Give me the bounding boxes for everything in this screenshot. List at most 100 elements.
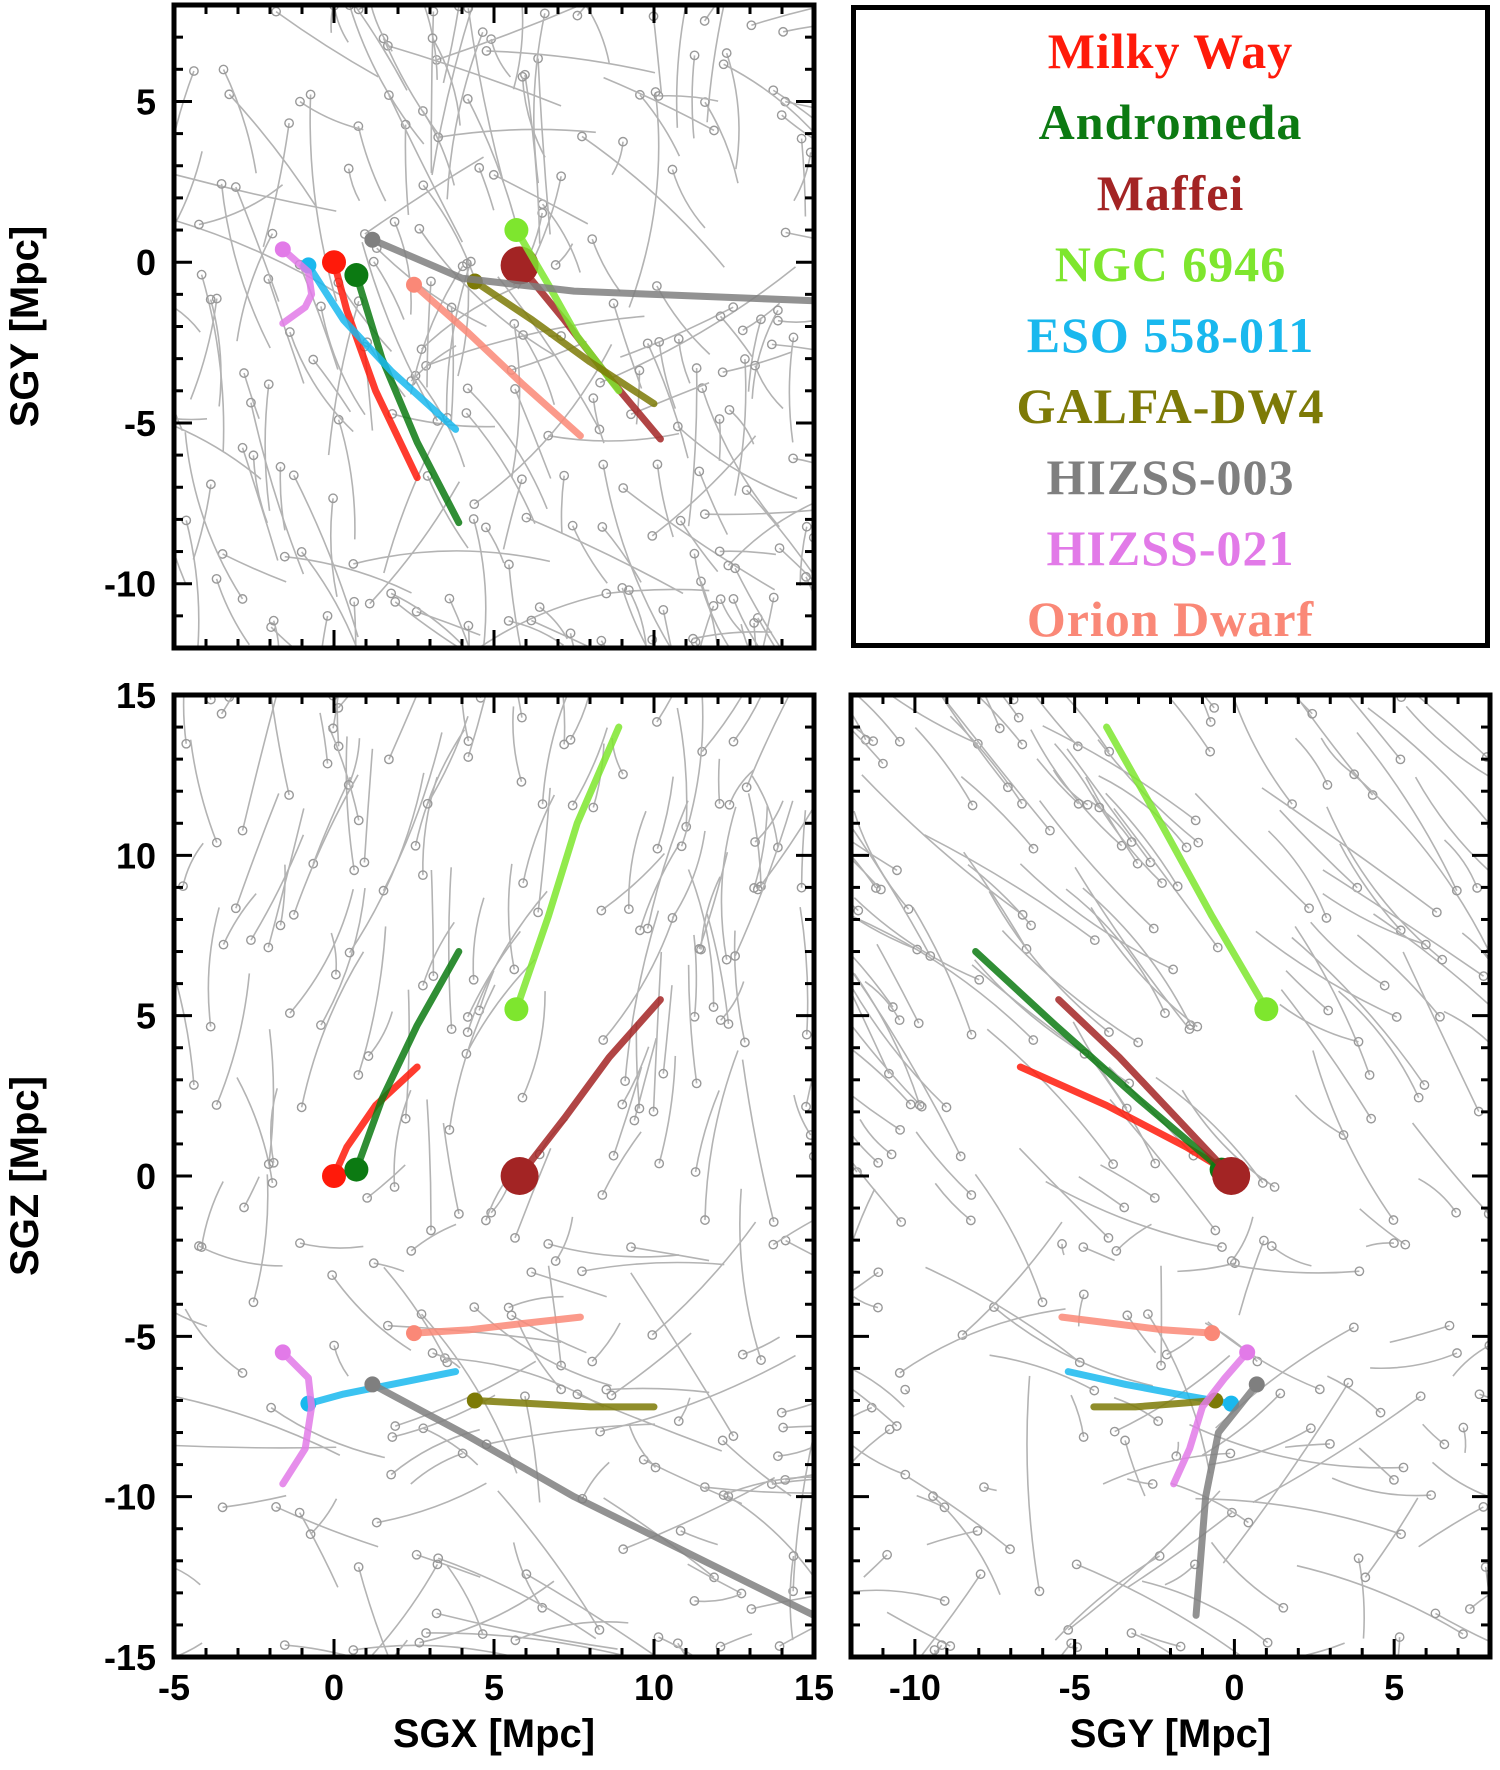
background-orbit	[720, 316, 751, 356]
background-orbit	[432, 0, 481, 175]
background-orbit	[432, 592, 481, 697]
background-galaxy-marker	[462, 409, 470, 417]
background-orbit	[449, 867, 452, 1029]
background-orbit	[443, 6, 458, 83]
background-orbit	[1280, 810, 1357, 888]
background-galaxy-marker	[1367, 1114, 1375, 1122]
y-tick-label: 0	[136, 242, 156, 283]
background-orbit	[577, 0, 721, 16]
marker-orion-dwarf	[406, 1325, 422, 1341]
background-orbit	[688, 606, 713, 749]
background-orbit	[512, 324, 520, 478]
background-galaxy-marker	[825, 1636, 833, 1644]
background-orbit	[486, 51, 655, 73]
background-orbit	[531, 1272, 606, 1296]
background-orbit	[747, 490, 835, 606]
background-orbit	[244, 1177, 259, 1208]
background-orbit	[320, 713, 328, 764]
background-orbit	[905, 1390, 908, 1393]
orbit-hizss-003	[372, 240, 814, 301]
background-galaxy-marker	[1389, 1216, 1397, 1224]
orbit-milky-way	[1020, 1067, 1234, 1176]
background-galaxy-marker	[1104, 1234, 1112, 1242]
background-galaxy-marker	[1244, 1518, 1252, 1526]
background-galaxy-marker	[161, 298, 169, 306]
marker-hizss-003	[364, 232, 380, 248]
background-orbit	[509, 564, 534, 703]
background-orbit	[1462, 933, 1499, 975]
background-orbit	[962, 1222, 1061, 1335]
background-orbit	[865, 982, 900, 1021]
background-orbit	[320, 616, 328, 665]
background-galaxy-marker	[376, 673, 384, 681]
background-galaxy-marker	[212, 1101, 220, 1109]
orbit-maffei	[1059, 1000, 1232, 1176]
background-orbit	[1295, 738, 1327, 785]
background-galaxy-marker	[1110, 1427, 1118, 1435]
background-galaxy-marker	[816, 1549, 824, 1557]
orbit-hizss-003	[372, 1384, 814, 1615]
background-galaxy-marker	[1473, 884, 1481, 892]
background-orbit	[548, 1244, 679, 1257]
background-galaxy-marker	[774, 306, 782, 314]
background-orbit	[339, 420, 355, 540]
legend-entry-andromeda: Andromeda	[856, 87, 1485, 158]
background-orbit	[244, 373, 259, 419]
background-orbit	[491, 39, 510, 77]
background-galaxy-marker	[1091, 936, 1099, 944]
background-orbit	[743, 1060, 774, 1222]
background-orbit	[582, 1462, 609, 1498]
background-galaxy-marker	[155, 1389, 163, 1397]
background-orbit	[353, 551, 550, 564]
background-orbit	[346, 736, 354, 870]
background-galaxy-marker	[1397, 1530, 1405, 1538]
background-orbit	[405, 125, 408, 215]
legend-entry-orion-dwarf: Orion Dwarf	[856, 584, 1485, 655]
background-galaxy-marker	[441, 670, 449, 678]
background-galaxy-marker	[155, 212, 163, 220]
background-orbit	[790, 1556, 793, 1640]
background-orbit	[285, 1645, 412, 1679]
background-orbit	[705, 1051, 738, 1221]
background-galaxy-marker	[290, 911, 298, 919]
background-galaxy-marker	[290, 471, 298, 479]
background-orbit	[447, 1663, 471, 1700]
background-orbit	[1272, 1663, 1321, 1679]
background-orbit	[447, 32, 483, 199]
background-orbit	[263, 123, 289, 247]
background-galaxy-marker	[757, 1356, 765, 1364]
background-galaxy-marker	[573, 11, 581, 19]
background-orbit	[831, 1355, 987, 1390]
background-orbit	[358, 126, 385, 201]
background-orbit	[743, 1337, 780, 1354]
background-galaxy-marker	[829, 1077, 837, 1085]
background-orbit	[1359, 1448, 1394, 1480]
y-tick-label: 5	[136, 81, 156, 122]
background-orbit	[740, 1189, 761, 1360]
background-galaxy-marker	[1259, 1179, 1267, 1187]
background-orbit	[1195, 793, 1309, 908]
background-galaxy-marker	[286, 1009, 294, 1017]
background-orbit	[794, 152, 811, 200]
y-tick-label: -10	[104, 1477, 156, 1518]
background-orbit	[1066, 889, 1165, 1013]
background-galaxy-marker	[1396, 755, 1404, 763]
background-orbit	[654, 16, 662, 92]
background-galaxy-marker	[757, 667, 765, 675]
background-galaxy-marker	[153, 884, 161, 892]
background-orbit	[1101, 1165, 1155, 1198]
background-orbit	[1360, 1209, 1406, 1245]
marker-galfa-dw4	[467, 1392, 483, 1408]
background-galaxy-marker	[1350, 1323, 1358, 1331]
background-galaxy-marker	[1027, 921, 1035, 929]
background-orbit	[1062, 1244, 1064, 1255]
background-galaxy-marker	[1029, 1036, 1037, 1044]
background-orbit	[839, 680, 900, 742]
background-orbit	[1046, 1182, 1222, 1248]
background-orbit	[611, 1333, 691, 1395]
background-galaxy-marker	[297, 548, 305, 556]
background-orbit	[819, 944, 832, 1023]
background-orbit	[1295, 1095, 1343, 1135]
background-galaxy-marker	[272, 1503, 280, 1511]
